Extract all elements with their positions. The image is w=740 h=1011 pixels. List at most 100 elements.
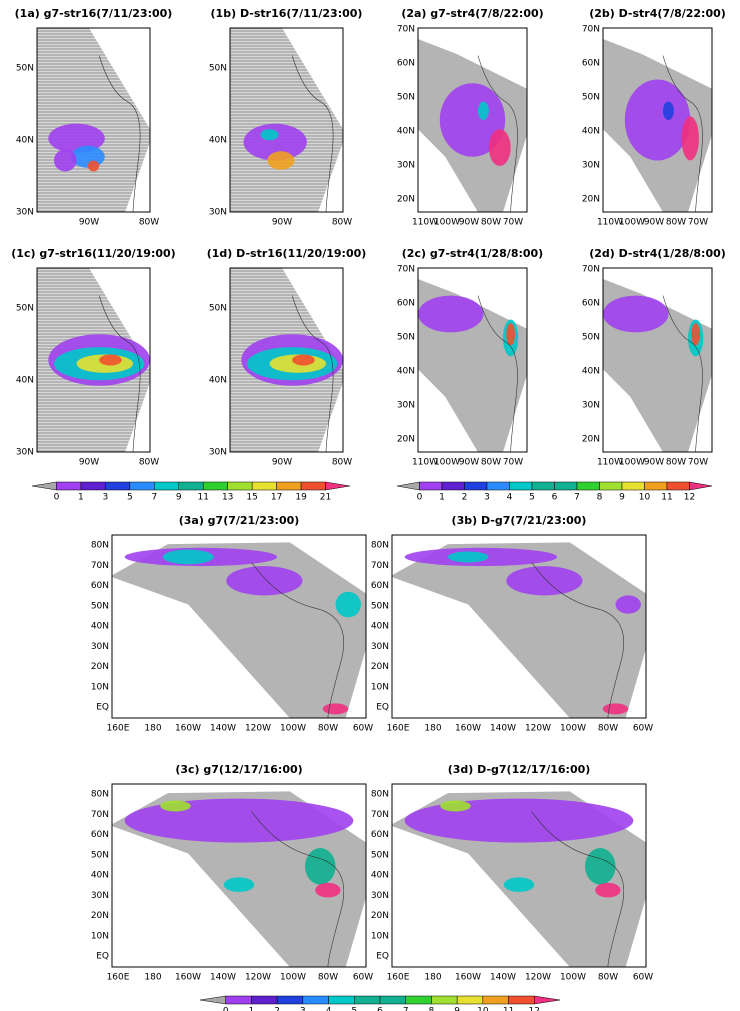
lat-label: 50N <box>371 850 389 860</box>
lon-label: 80W <box>598 973 618 983</box>
colorbar-segment <box>531 481 555 491</box>
colorbar-segment <box>225 995 252 1005</box>
panel-title: (3d) D-g7(12/17/16:00) <box>448 763 591 776</box>
colorbar-segment <box>405 995 432 1005</box>
field-patch <box>53 149 77 172</box>
colorbar-segment <box>202 481 228 491</box>
coastline <box>98 295 141 453</box>
lon-label: 160W <box>455 973 481 983</box>
panel-title: (2a) g7-str4(7/8/22:00) <box>401 7 543 20</box>
colorbar-label: 21 <box>320 493 331 503</box>
field-patch <box>488 129 511 167</box>
colorbar-label: 2 <box>462 493 468 503</box>
field-patch <box>162 549 214 565</box>
lat-label: 30N <box>209 208 227 218</box>
colorbar-segment <box>328 995 355 1005</box>
lat-label: 80N <box>371 541 389 551</box>
lon-label: 90W <box>644 458 664 468</box>
lon-label: 120W <box>245 973 271 983</box>
lat-label: 20N <box>91 662 109 672</box>
lon-label: 100W <box>434 458 460 468</box>
field-patch <box>585 848 616 885</box>
map-frame <box>417 27 528 213</box>
colorbar-segment <box>482 995 509 1005</box>
lon-label: 160W <box>175 724 201 734</box>
colorbar-segment <box>576 481 600 491</box>
field-patch <box>87 160 100 172</box>
lat-label: 60N <box>91 830 109 840</box>
lat-label: 50N <box>16 304 34 314</box>
map-panel: (1a) g7-str16(7/11/23:00) 50N 40N 30N 90W 80W <box>15 7 173 228</box>
colorbar-label: 10 <box>477 1007 489 1011</box>
field-patch <box>305 848 336 885</box>
lon-label: 60W <box>633 724 653 734</box>
colorbar-segment <box>178 481 204 491</box>
colorbar-segment <box>456 995 484 1005</box>
lon-label: 160E <box>387 724 410 734</box>
panel-title: (1d) D-str16(11/20/19:00) <box>207 247 367 260</box>
lat-label: 30N <box>371 891 389 901</box>
colorbar-label: 1 <box>78 493 84 503</box>
lat-label: 60N <box>371 830 389 840</box>
lat-label: 50N <box>209 64 227 74</box>
data-region <box>112 542 366 718</box>
colorbar-segment <box>419 481 443 491</box>
field-patch <box>602 703 629 715</box>
colorbar-segment <box>621 481 645 491</box>
lat-label: 20N <box>397 435 415 445</box>
colorbar-label: 6 <box>552 493 558 503</box>
lat-label: 70N <box>582 25 600 35</box>
panel-title: (2d) D-str4(1/28/8:00) <box>589 247 726 260</box>
colorbar-label: 9 <box>619 493 625 503</box>
field-patch <box>70 145 105 168</box>
lon-label: 180 <box>424 973 441 983</box>
lat-label: 50N <box>397 333 415 343</box>
map-frame <box>602 27 713 213</box>
lon-label: 70W <box>688 218 708 228</box>
colorbar-label: 7 <box>151 493 157 503</box>
lon-label: 100W <box>280 724 306 734</box>
lat-label: 40N <box>209 136 227 146</box>
colorbar-segment <box>251 995 278 1005</box>
lon-label: 160W <box>175 973 201 983</box>
lat-label: 50N <box>16 64 34 74</box>
map-panel: (2b) D-str4(7/8/22:00) 70N 60N 50N 40N 30N 20N… <box>582 7 726 228</box>
map-panel: (3d) D-g7(12/17/16:00) 80N 70N 60N 50N 40N 30N… <box>371 763 653 983</box>
lon-label: 160E <box>107 973 130 983</box>
lon-label: 90W <box>79 218 99 228</box>
field-patch <box>440 800 471 812</box>
colorbar-label: 3 <box>300 1007 306 1011</box>
colorbar-label: 10 <box>639 493 651 503</box>
lon-label: 140W <box>490 973 516 983</box>
field-patch <box>48 123 105 154</box>
colorbar-label: 5 <box>127 493 133 503</box>
lat-label: 80N <box>91 541 109 551</box>
colorbar-segment <box>199 995 226 1005</box>
field-patch <box>506 566 583 596</box>
colorbar-segment <box>251 481 277 491</box>
map-frame <box>36 27 151 213</box>
lat-label: 70N <box>371 810 389 820</box>
colorbar-segment <box>80 481 106 491</box>
field-patch <box>418 295 484 333</box>
field-patch <box>404 798 634 843</box>
colorbar-label: 11 <box>503 1007 514 1011</box>
lat-label: 70N <box>582 265 600 275</box>
field-patch <box>243 123 307 161</box>
lat-label: 20N <box>371 662 389 672</box>
lat-label: 20N <box>371 911 389 921</box>
map-frame <box>417 267 528 453</box>
colorbar-label: 4 <box>326 1007 332 1011</box>
colorbar-segment <box>31 481 57 491</box>
lon-label: 110W <box>597 218 623 228</box>
map-panel: (2c) g7-str4(1/28/8:00) 70N 60N 50N 40N 30N 20… <box>397 247 543 468</box>
lat-label: 40N <box>91 871 109 881</box>
lon-label: 80W <box>598 724 618 734</box>
field-patch <box>691 323 701 346</box>
lon-label: 100W <box>560 973 586 983</box>
lon-label: 60W <box>633 973 653 983</box>
colorbar-label: 9 <box>176 493 182 503</box>
lon-label: 140W <box>210 724 236 734</box>
colorbar-segment <box>666 481 690 491</box>
colorbar-label: 3 <box>103 493 109 503</box>
